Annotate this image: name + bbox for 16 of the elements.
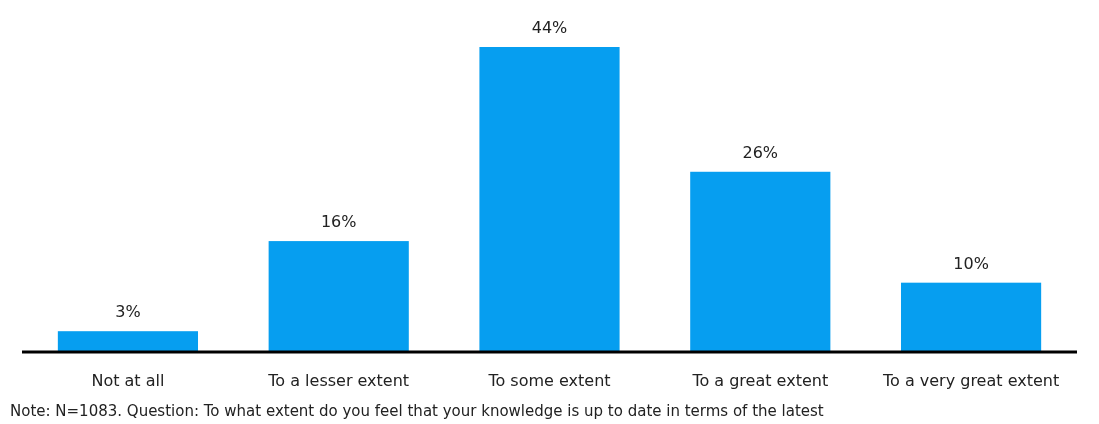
x-tick-label: To a lesser extent [267,371,410,390]
bar [690,171,831,352]
bar [268,241,409,352]
bar [900,282,1042,352]
bar [479,47,620,352]
data-label: 44% [531,18,568,37]
data-label: 26% [742,142,779,162]
x-tick-label: To a very great extent [881,371,1060,390]
x-tick-label: To some extent [487,371,611,390]
text: Note: N=1083. Question: To what extent do you feel that your knowledge is up to date in terms of the latest [10,402,824,420]
x-tick-label: Not at all [91,371,165,390]
x-tick-label: To a great extent [691,371,829,390]
data-label: 10% [953,253,989,273]
data-label: 3% [115,302,141,322]
bar [57,331,199,352]
data-label: 16% [320,212,357,232]
